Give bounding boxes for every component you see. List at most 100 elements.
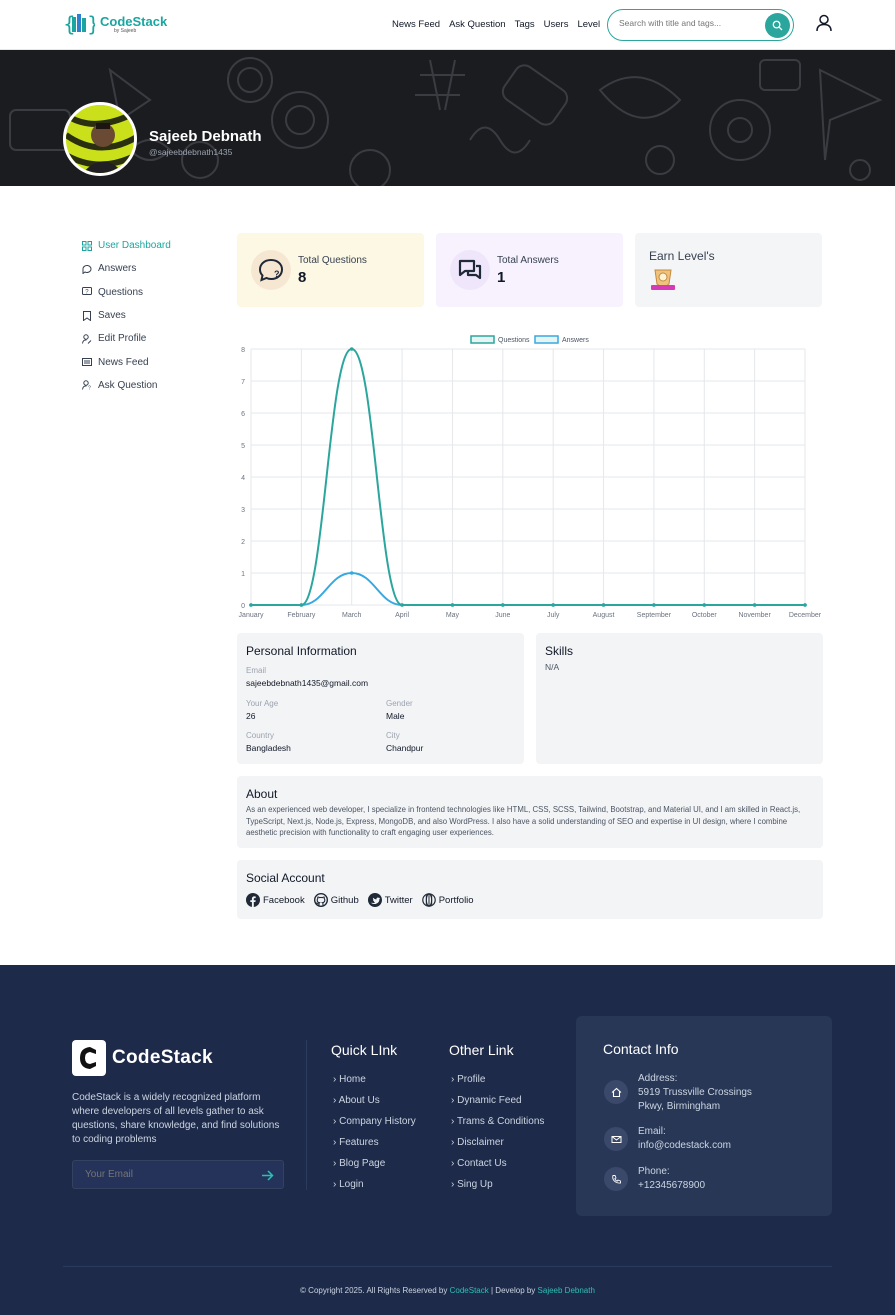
twitter-link[interactable]: Twitter [367, 893, 413, 907]
svg-text:?: ? [274, 269, 280, 279]
sidebar-item-user-dashboard[interactable]: User Dashboard [82, 234, 171, 257]
email-value: sajeebdebnath1435@gmail.com [246, 678, 369, 688]
x-tick-label: February [287, 612, 316, 619]
x-tick-label: November [738, 612, 771, 619]
gender-value: Male [386, 711, 405, 721]
footer-link-features[interactable]: › Features [333, 1137, 379, 1148]
y-tick-label: 3 [241, 507, 245, 514]
chat-icon [82, 264, 92, 274]
email-block: Email: info@codestack.com [638, 1125, 731, 1153]
bookmark-icon [83, 310, 91, 321]
newsletter-form [72, 1160, 284, 1189]
data-point-questions [501, 603, 505, 607]
user-edit-icon [82, 334, 92, 344]
portfolio-link[interactable]: Portfolio [421, 893, 474, 907]
activity-chart: 0 1 2 3 4 5 6 7 8 January February March April May Jun… [232, 330, 827, 625]
copyright-text: © Copyright 2025. All Rights Reserved by [300, 1286, 448, 1295]
facebook-link[interactable]: Facebook [246, 893, 305, 907]
footer-logo-text: CodeStack [112, 1047, 213, 1068]
nav-news-feed[interactable]: News Feed [392, 19, 441, 30]
globe-icon [421, 893, 436, 907]
footer-link-contact-us[interactable]: › Contact Us [451, 1158, 507, 1169]
address-label: Address: [638, 1073, 678, 1084]
personal-info-panel: Personal Information Email sajeebdebnath… [237, 633, 524, 764]
contact-info-title: Contact Info [603, 1041, 679, 1057]
data-point-questions [299, 603, 304, 607]
nav-ask-question[interactable]: Ask Question [449, 19, 506, 30]
x-tick-label: January [239, 612, 264, 619]
sidebar-item-label: News Feed [98, 356, 149, 368]
earn-level-label: Earn Level's [649, 249, 715, 263]
copyright-separator: | Develop by [490, 1286, 536, 1295]
nav-users[interactable]: Users [543, 19, 569, 30]
x-tick-label: October [692, 612, 718, 619]
github-link[interactable]: Github [313, 893, 359, 907]
footer-link-company-history[interactable]: › Company History [333, 1116, 416, 1127]
footer-link-sign-up[interactable]: › Sing Up [451, 1179, 493, 1190]
age-label: Your Age [246, 699, 279, 708]
sidebar-item-answers[interactable]: Answers [82, 257, 171, 280]
email-label: Email [246, 666, 267, 675]
data-point-questions [702, 603, 707, 607]
footer-link-disclaimer[interactable]: › Disclaimer [451, 1137, 504, 1148]
footer-link-blog-page[interactable]: › Blog Page [333, 1158, 386, 1169]
level-badge-icon [651, 269, 675, 290]
footer-link-about-us[interactable]: › About Us [333, 1095, 380, 1106]
portfolio-label: Portfolio [438, 894, 474, 906]
logo-text: CodeStack [100, 13, 168, 29]
sidebar-item-label: Answers [98, 263, 137, 275]
site-footer: CodeStack CodeStack is a widely recogniz… [0, 965, 895, 1315]
phone-block: Phone: +12345678900 [638, 1165, 705, 1193]
country-value: Bangladesh [246, 743, 291, 753]
x-tick-label: September [637, 612, 672, 619]
facebook-icon [246, 893, 260, 907]
profile-handle: @sajeebdebnath1435 [149, 147, 233, 157]
skills-value: N/A [545, 662, 560, 672]
x-tick-label: April [395, 612, 409, 619]
sidebar-item-ask-question[interactable]: ? Ask Question [82, 374, 171, 397]
line-chart: 0 1 2 3 4 5 6 7 8 January February March April May Jun… [239, 335, 822, 619]
nav-tags[interactable]: Tags [514, 19, 535, 30]
footer-link-profile[interactable]: › Profile [451, 1074, 486, 1085]
series-line-answers [250, 571, 805, 606]
footer-logo[interactable]: CodeStack [72, 1040, 213, 1076]
dashboard-sidebar: User Dashboard Answers ? Questions Saves… [82, 234, 171, 397]
sidebar-item-saves[interactable]: Saves [82, 304, 171, 327]
data-point-questions [803, 603, 807, 607]
arrow-right-icon[interactable] [261, 1169, 274, 1182]
footer-link-terms[interactable]: › Trams & Conditions [451, 1116, 545, 1127]
legend-swatch-questions [470, 335, 495, 344]
social-links: Facebook Github Twitter Portfolio [246, 893, 474, 907]
quick-link-title: Quick LInk [331, 1042, 398, 1058]
total-questions-card: ? Total Questions 8 [237, 233, 424, 307]
y-tick-label: 7 [241, 379, 245, 386]
y-tick-label: 4 [241, 475, 245, 482]
profile-name: Sajeeb Debnath [149, 128, 262, 145]
contact-phone-value[interactable]: +12345678900 [638, 1180, 706, 1191]
gender-label: Gender [386, 699, 413, 708]
search-button[interactable] [765, 13, 790, 38]
x-tick-label: July [547, 612, 560, 619]
footer-link-home[interactable]: › Home [333, 1074, 366, 1085]
user-account-icon[interactable] [815, 14, 833, 32]
contact-email-value[interactable]: info@codestack.com [638, 1140, 731, 1151]
total-answers-label: Total Answers [497, 255, 559, 266]
footer-divider [306, 1040, 307, 1190]
nav-level[interactable]: Level [577, 19, 601, 30]
x-tick-label: December [789, 612, 822, 619]
twitter-label: Twitter [384, 894, 413, 906]
doodle-background [9, 57, 883, 186]
logo[interactable]: { } CodeStack by Sajeeb [63, 11, 167, 37]
search-input[interactable] [619, 18, 759, 28]
total-questions-label: Total Questions [298, 255, 367, 266]
footer-link-dynamic-feed[interactable]: › Dynamic Feed [451, 1095, 522, 1106]
sidebar-item-news-feed[interactable]: News Feed [82, 350, 171, 373]
sidebar-item-edit-profile[interactable]: Edit Profile [82, 327, 171, 350]
copyright-brand-link[interactable]: CodeStack [449, 1286, 489, 1295]
footer-link-login[interactable]: › Login [333, 1179, 364, 1190]
sidebar-item-label: Questions [98, 286, 144, 298]
copyright-developer-link[interactable]: Sajeeb Debnath [537, 1286, 595, 1295]
avatar-image [66, 105, 134, 173]
sidebar-item-questions[interactable]: ? Questions [82, 281, 171, 304]
newsletter-email-input[interactable] [85, 1169, 255, 1180]
